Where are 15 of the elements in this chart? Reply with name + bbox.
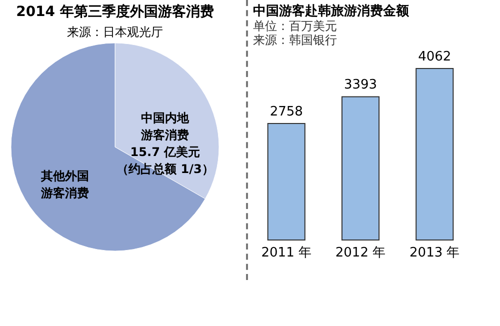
x-tick-label: 2012 年	[335, 246, 386, 260]
data-label: 3393	[344, 78, 378, 93]
chart-title: 中国游客赴韩旅游消费金额	[253, 3, 410, 19]
chart-title: 2014 年第三季度外国游客消费	[16, 3, 214, 20]
slice-label: 其他外国游客消费	[40, 169, 89, 200]
slice-label: 中国内地游客消费	[140, 110, 190, 142]
data-label: 4062	[418, 49, 452, 64]
text: 单位：百万美元	[253, 19, 337, 33]
source-note: 来源：日本观光厅	[67, 25, 163, 39]
text: 15.7 亿美元	[130, 144, 200, 159]
data-label: 2758	[270, 104, 303, 120]
text: （约占总额 1/3）	[116, 162, 214, 176]
source-note: 来源：韩国银行	[253, 33, 337, 47]
x-tick-label: 2011 年	[261, 246, 312, 260]
x-tick-label: 2013 年	[410, 246, 460, 260]
